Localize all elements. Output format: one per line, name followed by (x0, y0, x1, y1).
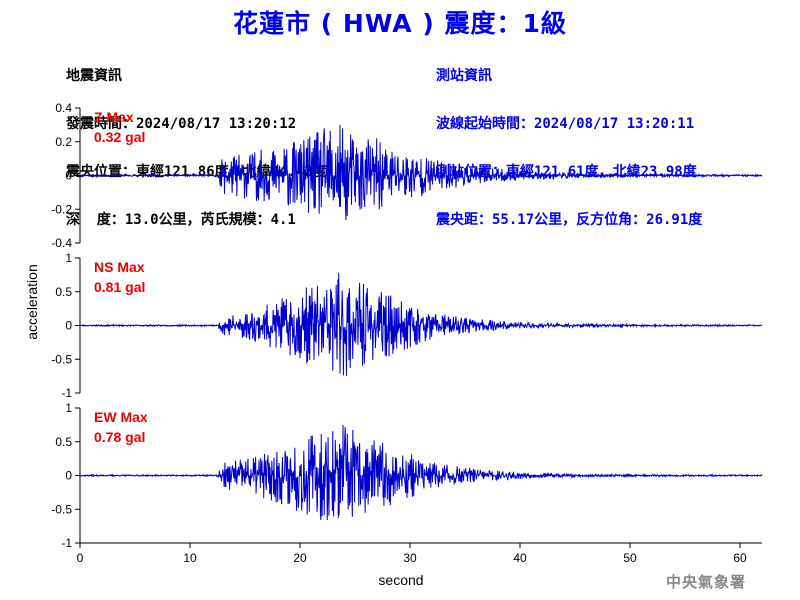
station-info-header: 測站資訊 (436, 68, 492, 84)
distance-azimuth: 震央距：55.17公里，反方位角：26.91度 (436, 212, 703, 228)
y-tick-label: 0 (65, 169, 72, 183)
quake-depth-magnitude: 深 度：13.0公里，芮氏規模：4.1 (66, 212, 296, 228)
x-tick-label: 50 (623, 551, 637, 565)
station-info-block: 測站資訊 波線起始時間：2024/08/17 13:20:11 測站位置：東經1… (436, 36, 702, 244)
x-tick-label: 60 (733, 551, 747, 565)
y-tick-label: 0 (65, 319, 72, 333)
max-label-ns: NS Max (94, 259, 145, 275)
y-tick-label: 0 (65, 469, 72, 483)
y-tick-label: 0.2 (55, 135, 72, 149)
y-tick-label: 1 (65, 401, 72, 415)
y-tick-label: -0.2 (51, 202, 72, 216)
max-value-ew: 0.78 gal (94, 429, 145, 445)
max-label-ew: EW Max (94, 409, 148, 425)
y-tick-label: -0.5 (51, 352, 72, 366)
agency-watermark: 中央氣象署 (665, 573, 746, 591)
page-title: 花蓮市 ( HWA ) 震度：1級 (233, 9, 567, 38)
y-tick-label: -0.5 (51, 502, 72, 516)
y-tick-label: 0.4 (55, 101, 72, 115)
y-tick-label: -1 (61, 386, 72, 400)
quake-info-header: 地震資訊 (66, 68, 122, 84)
max-value-z: 0.32 gal (94, 129, 145, 145)
x-tick-label: 10 (183, 551, 197, 565)
waveform-ns (79, 272, 763, 376)
y-tick-label: -0.4 (51, 236, 72, 250)
x-axis-title: second (378, 572, 423, 588)
x-tick-label: 20 (293, 551, 307, 565)
y-tick-label: -1 (61, 536, 72, 550)
waveform-z (79, 124, 763, 221)
max-label-z: Z Max (94, 109, 134, 125)
x-tick-label: 0 (77, 551, 84, 565)
y-tick-label: 0.5 (55, 435, 72, 449)
x-tick-label: 40 (513, 551, 527, 565)
waveform-ew (79, 424, 763, 521)
x-tick-label: 30 (403, 551, 417, 565)
y-axis-title: acceleration (24, 264, 40, 340)
quake-time: 發震時間：2024/08/17 13:20:12 (66, 116, 297, 132)
max-value-ns: 0.81 gal (94, 279, 145, 295)
y-tick-label: 1 (65, 251, 72, 265)
y-tick-label: 0.5 (55, 285, 72, 299)
wave-start-time: 波線起始時間：2024/08/17 13:20:11 (436, 116, 695, 132)
